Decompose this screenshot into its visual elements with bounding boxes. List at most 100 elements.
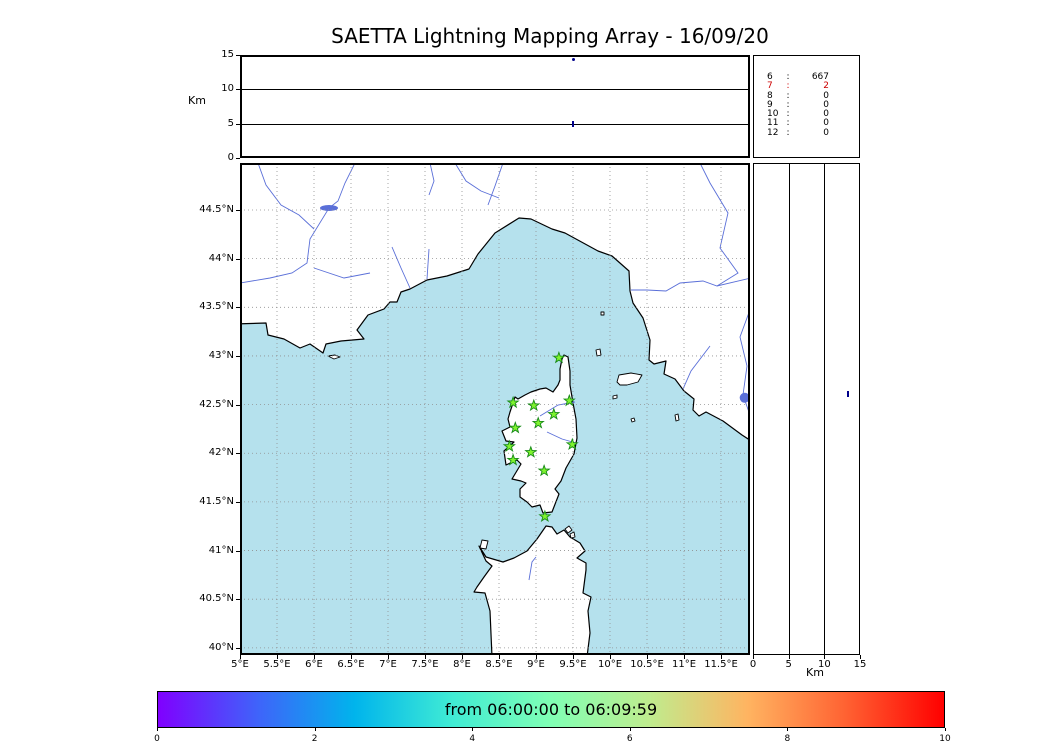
altitude-latitude-panel (753, 163, 860, 655)
lightning-source-point (572, 120, 574, 127)
mainland-coastline (242, 165, 748, 440)
count-row: 7: 2 (767, 81, 829, 92)
colorbar-tick-mark (629, 728, 631, 731)
longitude-tick-mark (314, 655, 315, 659)
longitude-tick-mark (351, 655, 352, 659)
ombrone-river (682, 345, 711, 390)
count-row: 11: 0 (767, 118, 829, 129)
count-value: 0 (823, 90, 829, 101)
lma-station-marker (506, 453, 520, 466)
longitude-tick-mark (240, 655, 241, 659)
longitude-tick-mark (610, 655, 611, 659)
count-row: 6: 667 (767, 72, 829, 82)
count-label: 10 (767, 109, 779, 120)
longitude-tick-mark (462, 655, 463, 659)
source-counts-box: 6: 667 7: 2 8: 0 9: 0 10: 0 11: 0 12: 0 (753, 55, 860, 158)
serre-poncon-lake (320, 205, 338, 211)
count-label: 8 (767, 90, 773, 101)
right-altitude-gridline (824, 163, 826, 655)
longitude-tick-label: 5.5°E (263, 659, 291, 670)
latitude-tick-mark (236, 307, 240, 309)
latitude-tick-label: 41.5°N (199, 495, 234, 507)
latitude-tick-label: 43°N (208, 349, 234, 361)
count-colon: : (786, 118, 790, 129)
colorbar-tick-mark (472, 728, 474, 731)
longitude-tick-label: 6.5°E (337, 659, 365, 670)
lma-station-marker (527, 398, 541, 412)
count-value: 0 (823, 127, 829, 138)
coghinas-river (528, 556, 537, 581)
altitude-gridline (240, 89, 750, 91)
altitude-tick-mark (236, 89, 240, 91)
map-graphic (242, 165, 748, 653)
altitude-tick-mark (236, 55, 240, 56)
longitude-tick-mark (536, 655, 537, 659)
right-altitude-tick-label: 10 (817, 659, 831, 670)
latitude-tick-mark (236, 355, 240, 357)
source-counts-rows: 6: 667 7: 2 8: 0 9: 0 10: 0 11: 0 12: 0 (767, 72, 829, 138)
altitude-tick-label: 0 (227, 152, 234, 163)
count-value: 2 (823, 81, 829, 92)
count-row: 9: 0 (767, 99, 829, 110)
verdon-river (313, 267, 371, 279)
longitude-tick-label: 7°E (379, 659, 397, 670)
lma-station-marker (538, 509, 552, 522)
longitude-tick-mark (425, 655, 426, 659)
count-colon: : (786, 99, 790, 110)
longitude-tick-label: 10°E (597, 659, 623, 670)
lma-station-marker (547, 407, 561, 420)
caprera-island (569, 531, 576, 539)
colorbar-tick-label: 4 (469, 734, 476, 744)
longitude-tick-mark (499, 655, 500, 659)
latitude-tick-mark (236, 404, 240, 406)
latitude-tick-label: 40.5°N (199, 593, 234, 605)
colorbar-tick-label: 8 (784, 734, 791, 744)
count-row: 8: 0 (767, 90, 829, 101)
right-altitude-gridline (788, 163, 790, 655)
sardinia-coastline (473, 525, 592, 653)
longitude-tick-label: 9.5°E (559, 659, 587, 670)
count-colon: : (786, 127, 790, 138)
figure-title: SAETTA Lightning Mapping Array - 16/09/2… (331, 24, 769, 48)
longitude-tick-label: 11°E (671, 659, 697, 670)
latitude-tick-mark (236, 453, 240, 455)
lma-station-marker (502, 439, 516, 453)
bolsena-lake-point (739, 392, 748, 403)
right-altitude-tick-label: 5 (785, 659, 792, 670)
altitude-axis-label: Km (188, 94, 206, 107)
time-colorbar: from 06:00:00 to 06:09:59 (157, 691, 945, 728)
altitude-gridline (240, 123, 750, 125)
right-altitude-axis-label: Km (806, 666, 824, 679)
latitude-tick-label: 43.5°N (199, 301, 234, 313)
corsica-coastline (501, 354, 578, 514)
giglio-island (674, 413, 680, 422)
lma-station-marker (531, 416, 545, 429)
latitude-tick-mark (236, 550, 240, 552)
colorbar-tick-label: 10 (939, 734, 951, 744)
right-altitude-tick-label: 15 (853, 659, 867, 670)
altitude-tick-mark (236, 158, 240, 159)
tanaro-river (455, 165, 500, 199)
station-markers (502, 351, 579, 522)
maddalena-island (564, 525, 573, 534)
colorbar-tick-label: 0 (154, 734, 160, 744)
longitude-tick-label: 10.5°E (630, 659, 664, 670)
bormida-river (487, 165, 503, 206)
lma-station-marker (524, 445, 538, 458)
longitude-tick-label: 8.5°E (485, 659, 513, 670)
lightning-source-point (846, 390, 849, 397)
capraia-island (595, 348, 602, 357)
map-panel (240, 163, 750, 655)
latitude-tick-mark (236, 501, 240, 503)
longitude-tick-label: 5°E (231, 659, 249, 670)
count-colon: : (786, 109, 790, 120)
latitude-tick-mark (236, 258, 240, 260)
altitude-tick-label: 10 (221, 83, 234, 95)
stura-river (428, 165, 435, 196)
longitude-tick-mark (721, 655, 722, 659)
altitude-tick-mark (236, 123, 240, 125)
count-value: 667 (811, 72, 829, 82)
porquerolles-island (327, 354, 341, 360)
altitude-tick-label: 15 (221, 49, 234, 60)
